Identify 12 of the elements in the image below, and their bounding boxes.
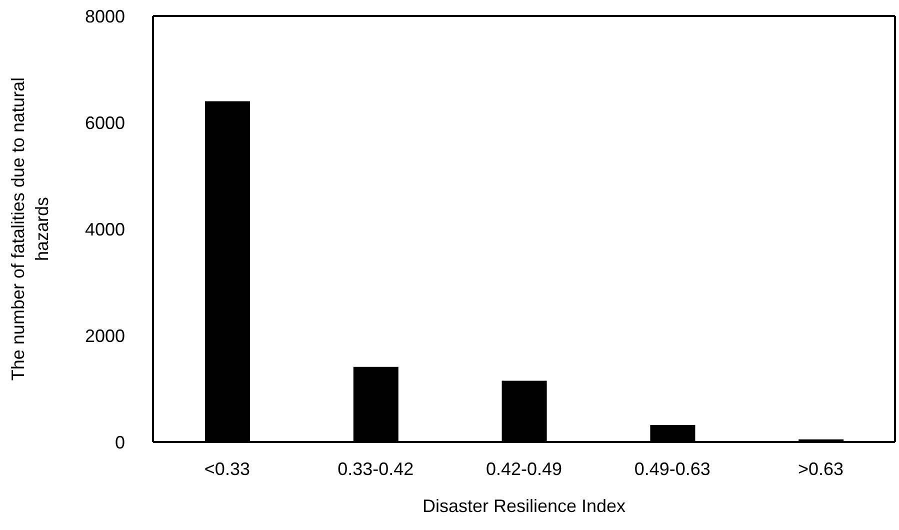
x-axis-title: Disaster Resilience Index — [422, 496, 626, 516]
y-axis-title: The number of fatalities due to natural hazards — [8, 77, 52, 381]
y-tick-label: 2000 — [84, 326, 125, 346]
x-tick-label: 0.42-0.49 — [486, 458, 562, 479]
x-tick-label: >0.63 — [798, 458, 844, 479]
y-tick-label: 4000 — [84, 219, 125, 240]
y-tick-label: 8000 — [84, 6, 125, 26]
x-tick-label: <0.33 — [204, 458, 250, 479]
y-tick-label: 0 — [114, 432, 125, 452]
y-tick-label: 6000 — [84, 112, 125, 133]
x-tick-label: 0.33-0.42 — [338, 458, 414, 479]
x-tick-label: 0.49-0.63 — [634, 458, 710, 479]
